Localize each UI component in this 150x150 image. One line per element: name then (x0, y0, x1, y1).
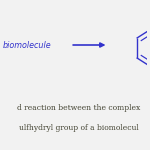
Text: ulfhydryl group of a biomolecul: ulfhydryl group of a biomolecul (19, 123, 138, 132)
Text: biomolecule: biomolecule (2, 40, 51, 50)
Text: d reaction between the complex: d reaction between the complex (17, 104, 140, 112)
